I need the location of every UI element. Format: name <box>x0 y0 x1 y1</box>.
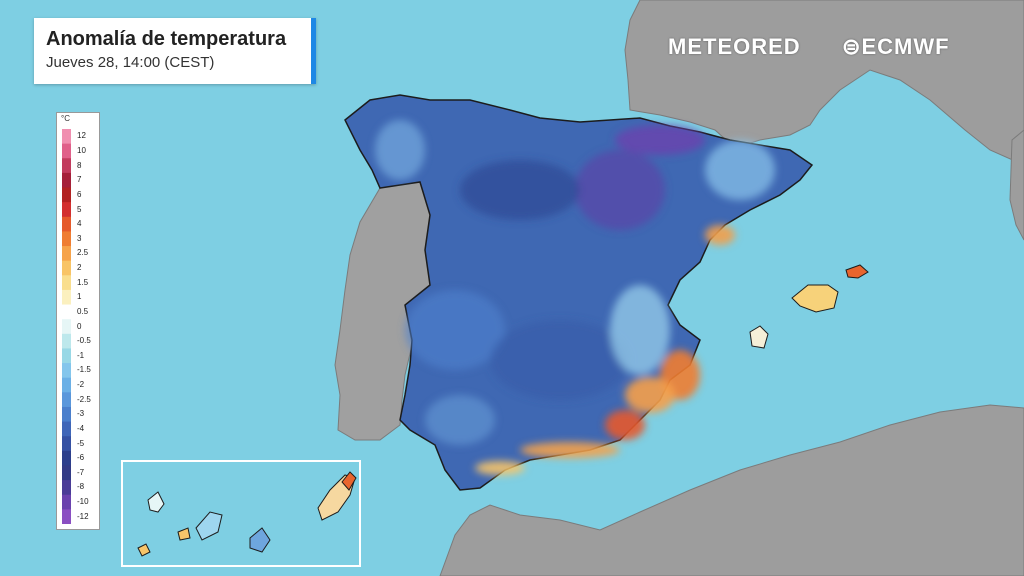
legend-label: -7 <box>77 467 85 477</box>
ecmwf-label: ECMWF <box>861 34 950 59</box>
legend-swatch <box>62 465 71 481</box>
land-africa <box>439 404 1024 576</box>
legend-label: -4 <box>77 423 85 433</box>
legend-swatch <box>62 304 71 320</box>
island-mallorca <box>791 284 839 313</box>
legend-unit: °C <box>61 114 70 123</box>
legend-swatch <box>62 377 71 393</box>
legend-swatch <box>62 363 71 379</box>
legend-swatch <box>62 406 71 423</box>
legend-swatch <box>62 450 71 466</box>
anomaly-field <box>375 120 775 475</box>
legend-label: -8 <box>77 482 85 492</box>
meteored-logo: METEORED <box>668 34 801 59</box>
canary-islands <box>137 471 357 557</box>
legend-swatch <box>62 231 71 247</box>
legend-label: -12 <box>77 511 89 521</box>
ecmwf-logo: ⊜ECMWF <box>842 34 950 60</box>
legend-label: 8 <box>77 160 82 170</box>
title-box: Anomalía de temperatura Jueves 28, 14:00… <box>34 18 316 84</box>
legend-label: -5 <box>77 438 85 448</box>
legend-swatch <box>62 143 71 159</box>
legend-swatch <box>62 509 71 524</box>
legend-label: 7 <box>77 175 82 185</box>
legend-swatch <box>62 421 71 437</box>
legend-label: 0 <box>77 321 82 331</box>
legend-label: -3 <box>77 409 85 419</box>
map-subtitle: Jueves 28, 14:00 (CEST) <box>46 54 215 71</box>
legend-label: 1.5 <box>77 277 89 287</box>
legend-label: 2.5 <box>77 248 89 258</box>
legend-swatch <box>62 333 71 349</box>
map-title: Anomalía de temperatura <box>46 28 287 50</box>
legend-swatch <box>62 129 71 145</box>
legend-swatch <box>62 494 71 510</box>
ecmwf-icon: ⊜ <box>842 34 862 59</box>
legend-label: 5 <box>77 204 82 214</box>
legend-swatch <box>62 260 71 276</box>
legend-label: 1 <box>77 292 82 302</box>
island-ibiza <box>749 325 769 349</box>
canary-inset-frame <box>121 460 361 567</box>
legend-label: -1 <box>77 350 85 360</box>
legend-swatch <box>62 436 71 452</box>
color-legend: °C 12 10 8 7 6 5 4 3 2.5 2 1.5 1 0.5 0 -0.5 -1 -1.5 -2 -2.… <box>56 112 100 530</box>
legend-label: -0.5 <box>77 336 91 346</box>
legend-swatch <box>62 158 71 174</box>
legend-swatch <box>62 216 71 232</box>
legend-swatch <box>62 187 71 203</box>
legend-swatch <box>62 246 71 262</box>
legend-swatch <box>62 392 71 408</box>
legend-label: -2.5 <box>77 394 91 404</box>
legend-label: 0.5 <box>77 306 89 316</box>
legend-label: -10 <box>77 497 89 507</box>
legend-swatch <box>62 319 71 335</box>
legend-label: 6 <box>77 189 82 199</box>
legend-label: 12 <box>77 131 86 141</box>
legend-label: 4 <box>77 219 82 229</box>
legend-swatch <box>62 275 71 291</box>
land-corsica <box>1009 129 1024 241</box>
legend-color-bar <box>62 129 71 524</box>
legend-swatch <box>62 348 71 364</box>
legend-label: -2 <box>77 380 85 389</box>
legend-label: 2 <box>77 263 82 272</box>
legend-swatch <box>62 202 71 218</box>
legend-label: 10 <box>77 145 86 155</box>
legend-swatch <box>62 289 71 306</box>
legend-swatch <box>62 480 71 496</box>
legend-label: -6 <box>77 453 85 463</box>
legend-label: -1.5 <box>77 365 91 375</box>
island-menorca <box>845 264 869 279</box>
legend-label: 3 <box>77 233 82 243</box>
legend-swatch <box>62 172 71 189</box>
land-france <box>624 0 1024 166</box>
